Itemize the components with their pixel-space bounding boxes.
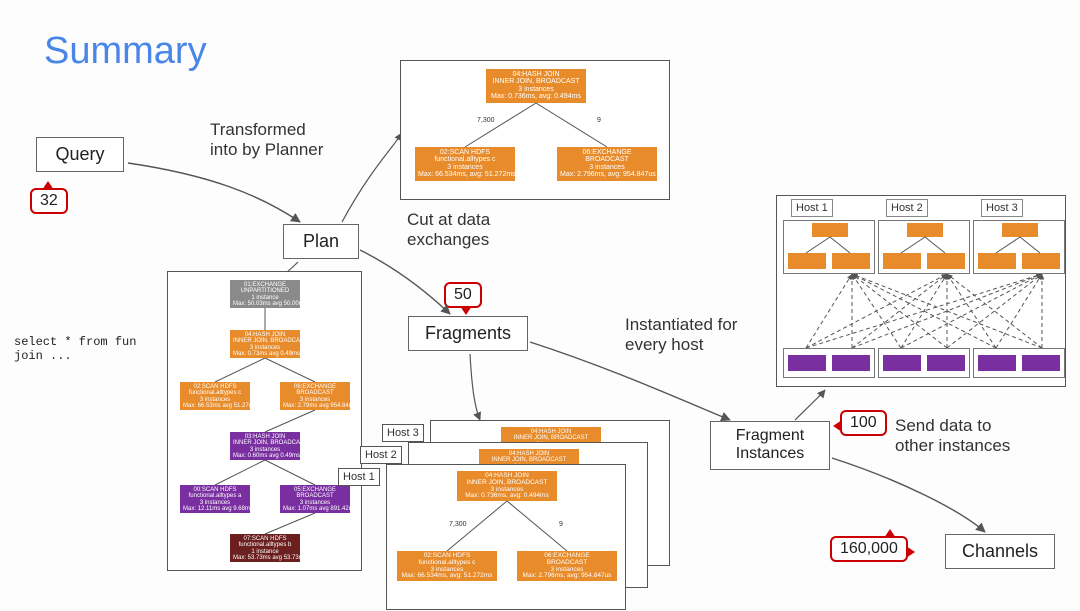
plan-node: 03:HASH JOIN INNER JOIN, BROADCAST 3 ins…: [230, 432, 300, 460]
plan-node: 02:SCAN HDFS functional.alltypes c 3 ins…: [180, 382, 250, 410]
callout-channels-count: 160,000: [830, 536, 908, 562]
flow-fragments: Fragments: [408, 316, 528, 351]
plan-node: 02:SCAN HDFS functional.alltypes c 3 ins…: [415, 147, 515, 181]
edge-label-instant: Instantiated for every host: [625, 315, 737, 356]
plan-node: 06:EXCHANGE BROADCAST 3 instances Max: 2…: [557, 147, 657, 181]
plan-node: 06:EXCHANGE BROADCAST 3 instances Max: 2…: [517, 551, 617, 581]
plan-tree-panel: 01:EXCHANGE UNPARTITIONED 1 instance Max…: [167, 271, 362, 571]
host-label: Host 2: [360, 446, 402, 464]
host-column-label: Host 1: [791, 199, 833, 217]
top-fragment-panel: 04:HASH JOIN INNER JOIN, BROADCAST 3 ins…: [400, 60, 670, 200]
edge-mini-label: 7,300: [477, 117, 495, 124]
plan-node: 04:HASH JOIN INNER JOIN, BROADCAST 3 ins…: [457, 471, 557, 501]
plan-node: 00:SCAN HDFS functional.alltypes a 3 ins…: [180, 485, 250, 513]
callout-fraginst-count: 100: [840, 410, 887, 436]
plan-node: 01:EXCHANGE UNPARTITIONED 1 instance Max…: [230, 280, 300, 308]
host-bottom-fragment: [973, 348, 1065, 378]
hosts-grid-panel: Host 1 Host 2 Host 3: [776, 195, 1066, 387]
stacked-hosts-panel: 04:HASH JOIN INNER JOIN, BROADCAST 3 ins…: [430, 420, 730, 595]
callout-query-count: 32: [30, 188, 68, 214]
plan-node: 07:SCAN HDFS functional.alltypes b 1 ins…: [230, 534, 300, 562]
plan-node: 06:EXCHANGE BROADCAST 3 instances Max: 2…: [280, 382, 350, 410]
plan-node: 04:HASH JOIN INNER JOIN, BROADCAST 3 ins…: [486, 69, 586, 103]
edge-mini-label: 7,300: [449, 521, 467, 528]
host-column-label: Host 2: [886, 199, 928, 217]
edge-label-cut: Cut at data exchanges: [407, 210, 490, 251]
callout-fragments-count: 50: [444, 282, 482, 308]
host-label: Host 3: [382, 424, 424, 442]
flow-plan: Plan: [283, 224, 359, 259]
flow-channels: Channels: [945, 534, 1055, 569]
host-column-label: Host 3: [981, 199, 1023, 217]
host-card: 04:HASH JOIN INNER JOIN, BROADCAST 3 ins…: [386, 464, 626, 610]
host-top-fragment: [878, 220, 970, 274]
page-title: Summary: [44, 30, 207, 73]
flow-query: Query: [36, 137, 124, 172]
plan-node: 04:HASH JOIN INNER JOIN, BROADCAST 3 ins…: [230, 330, 300, 358]
host-bottom-fragment: [783, 348, 875, 378]
edge-mini-label: 9: [559, 521, 563, 528]
host-label: Host 1: [338, 468, 380, 486]
plan-node: 05:EXCHANGE BROADCAST 3 instances Max: 1…: [280, 485, 350, 513]
host-top-fragment: [783, 220, 875, 274]
edge-label-send: Send data to other instances: [895, 416, 1010, 457]
edge-label-transform: Transformed into by Planner: [210, 120, 323, 161]
edge-mini-label: 9: [597, 117, 601, 124]
plan-node: 02:SCAN HDFS functional.alltypes c 3 ins…: [397, 551, 497, 581]
code-sample: select * from fun join ...: [14, 335, 136, 363]
host-top-fragment: [973, 220, 1065, 274]
host-bottom-fragment: [878, 348, 970, 378]
